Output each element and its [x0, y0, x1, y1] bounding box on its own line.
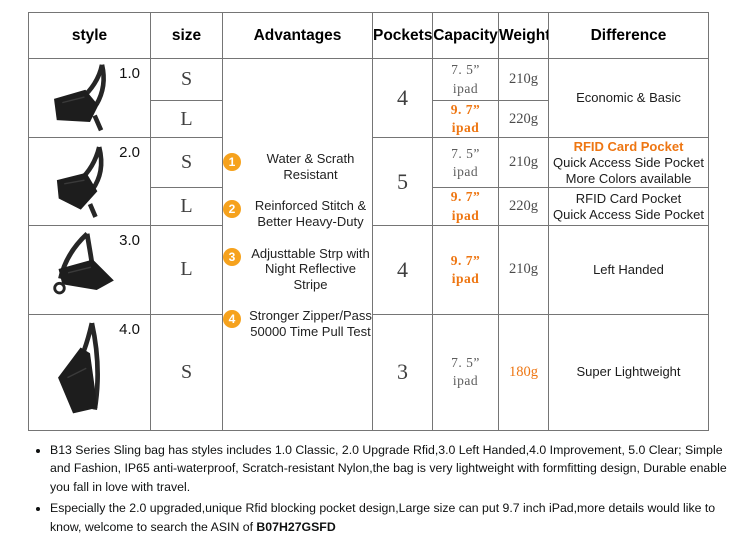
pockets-cell: 3 [372, 313, 433, 431]
capacity-size: 9. 7” [450, 252, 481, 268]
difference-line: RFID Card Pocket [575, 190, 682, 206]
difference-line: Left Handed [593, 261, 664, 277]
weight-cell: 180g [498, 313, 549, 431]
weight-cell: 210g [498, 58, 549, 101]
pockets-cell: 5 [372, 137, 433, 226]
capacity-device: ipad [452, 373, 479, 389]
advantage-item: 3 Adjusttable Strp with Night Reflective… [223, 246, 372, 293]
header-capacity: Capacity [432, 12, 499, 59]
difference-line-highlight: RFID Card Pocket [573, 139, 684, 155]
table-row: 4.0 S 3 7. 5” ipad 180g Super Lightweigh… [28, 313, 709, 431]
difference-cell: RFID Card Pocket Quick Access Side Pocke… [548, 187, 709, 226]
header-style: style [28, 12, 151, 59]
capacity-size: 7. 5” [451, 355, 480, 371]
capacity-size: 9. 7” [450, 102, 481, 117]
style-cell-1-0: 1.0 [28, 57, 151, 139]
advantage-text: Stronger Zipper/Pass 50000 Time Pull Tes… [249, 308, 372, 340]
product-comparison-table: style size Advantages Pockets Capacity W… [28, 12, 709, 431]
advantage-item: 2 Reinforced Stitch & Better Heavy-Duty [223, 198, 372, 229]
weight-cell: 220g [498, 99, 549, 139]
style-version-label: 3.0 [119, 231, 140, 249]
advantage-number-badge: 4 [223, 310, 241, 329]
capacity-cell: 7. 5” ipad [432, 58, 499, 101]
advantages-cell: 1 Water & Scrath Resistant 2 Reinforced … [222, 58, 373, 431]
capacity-device: ipad [451, 270, 480, 286]
difference-line: Quick Access Side Pocket [552, 155, 704, 170]
advantage-number-badge: 3 [223, 247, 241, 266]
style-cell-4-0: 4.0 [28, 313, 151, 431]
weight-cell: 210g [498, 137, 549, 189]
table-row: L 9. 7” ipad 220g [29, 99, 709, 139]
sling-bag-image-1-0 [30, 62, 150, 134]
sling-bag-icon [52, 231, 114, 295]
header-difference: Difference [548, 12, 709, 59]
header-pockets: Pockets [372, 12, 433, 59]
footnote-list: B13 Series Sling bag has styles includes… [34, 441, 734, 539]
size-cell: S [150, 137, 223, 189]
style-cell-2-0: 2.0 [28, 137, 151, 226]
capacity-size: 7. 5” [451, 145, 480, 161]
weight-cell: 220g [498, 187, 549, 226]
footnote-item: Especially the 2.0 upgraded,unique Rfid … [50, 499, 734, 536]
sling-bag-image-3-0 [30, 229, 150, 311]
capacity-device: ipad [451, 207, 480, 223]
advantage-item: 4 Stronger Zipper/Pass 50000 Time Pull T… [223, 308, 372, 339]
pockets-cell: 4 [372, 57, 433, 139]
sling-bag-icon [57, 322, 100, 414]
sling-bag-image-4-0 [30, 319, 150, 425]
style-version-label: 2.0 [119, 144, 140, 162]
advantage-item: 1 Water & Scrath Resistant [223, 151, 372, 182]
advantage-text: Adjusttable Strp with Night Reflective S… [251, 245, 370, 292]
sling-bag-icon [53, 64, 106, 132]
footnote-text: Especially the 2.0 upgraded,unique Rfid … [50, 501, 716, 534]
sling-bag-image-2-0 [30, 142, 150, 222]
advantage-text: Reinforced Stitch & Better Heavy-Duty [254, 198, 367, 230]
weight-cell: 210g [498, 224, 549, 315]
capacity-cell: 7. 5” ipad [432, 137, 499, 189]
size-cell: L [150, 99, 223, 139]
table-row: 3.0 L 4 9. 7” ipad 210g Left Handed [28, 224, 709, 315]
style-cell-3-0: 3.0 [28, 224, 151, 315]
difference-cell: Left Handed [548, 224, 709, 315]
pockets-cell: 4 [372, 224, 433, 315]
footnote-item: B13 Series Sling bag has styles includes… [50, 441, 734, 496]
capacity-cell: 9. 7” ipad [432, 224, 499, 315]
header-size: size [150, 12, 223, 59]
capacity-size: 9. 7” [450, 189, 481, 205]
header-weight: Weight [498, 12, 549, 59]
difference-cell: Economic & Basic [548, 57, 709, 139]
advantage-number-badge: 1 [223, 153, 241, 172]
size-cell: L [150, 224, 223, 315]
table-row: 1.0 S 1 Water & Scrath Resistant 2 Reinf… [28, 57, 709, 431]
advantage-number-badge: 2 [223, 200, 241, 219]
capacity-device: ipad [452, 163, 479, 179]
footnote-text: B13 Series Sling bag has styles includes… [50, 443, 727, 494]
capacity-device: ipad [452, 80, 479, 96]
difference-line: More Colors available [565, 170, 692, 186]
table-row: L 9. 7” ipad 220g RFID Card Pocket Quick… [29, 187, 709, 226]
sling-bag-icon [56, 146, 103, 218]
header-advantages: Advantages [222, 12, 373, 59]
difference-cell: RFID Card Pocket Quick Access Side Pocke… [548, 137, 709, 189]
capacity-cell: 7. 5” ipad [432, 313, 499, 431]
capacity-cell: 9. 7” ipad [432, 99, 499, 139]
style-version-label: 1.0 [119, 65, 140, 82]
capacity-device: ipad [451, 120, 480, 136]
difference-line: Economic & Basic [576, 90, 681, 106]
difference-cell: Super Lightweight [548, 313, 709, 431]
size-cell: S [150, 58, 223, 101]
footnote-asin: B07H27GSFD [256, 519, 336, 534]
difference-line: Quick Access Side Pocket [552, 206, 704, 222]
style-version-label: 4.0 [119, 320, 140, 338]
advantage-text: Water & Scrath Resistant [266, 151, 355, 182]
size-cell: S [150, 313, 223, 431]
capacity-size: 7. 5” [451, 62, 480, 78]
header-row: style size Advantages Pockets Capacity W… [28, 12, 709, 59]
difference-line: Super Lightweight [576, 364, 681, 380]
capacity-cell: 9. 7” ipad [432, 187, 499, 226]
size-cell: L [150, 187, 223, 226]
